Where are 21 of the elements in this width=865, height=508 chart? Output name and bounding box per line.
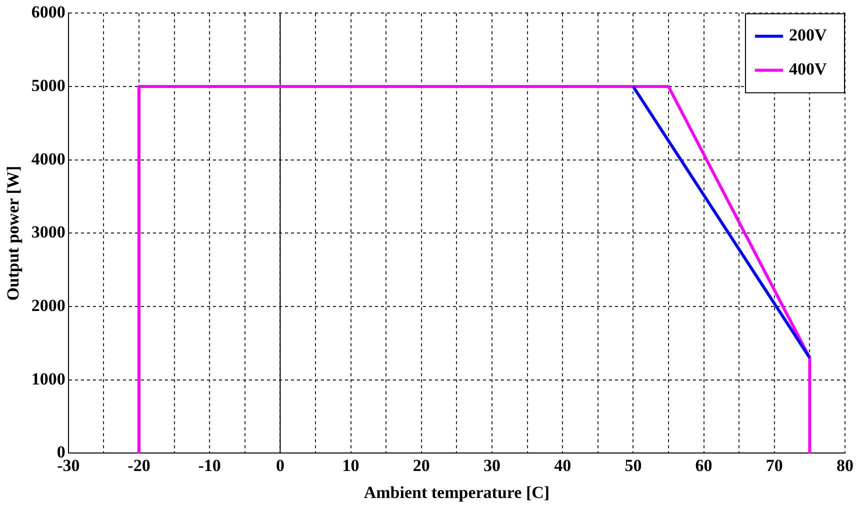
x-tick-label: 70 [766, 456, 783, 475]
legend-label: 200V [789, 26, 828, 45]
y-tick-label: 6000 [31, 2, 66, 22]
x-tick-label: 0 [276, 456, 284, 475]
y-tick-label: 4000 [31, 149, 66, 168]
x-tick-label: 80 [836, 456, 854, 475]
y-tick-label: 3000 [31, 222, 66, 242]
x-tick-label: 10 [342, 456, 360, 475]
y-tick-label: 5000 [31, 76, 66, 95]
y-tick-label: 2000 [31, 296, 66, 315]
x-axis-title: Ambient temperature [C] [364, 483, 550, 502]
x-tick-label: 50 [624, 456, 642, 475]
x-tick-label: -10 [198, 456, 221, 475]
x-tick-label: 40 [554, 456, 572, 475]
x-tick-label: 30 [484, 456, 500, 475]
y-tick-label: 1000 [31, 369, 66, 388]
x-tick-label: -20 [128, 456, 150, 475]
legend-label: 400V [789, 60, 828, 79]
y-axis-title: Output power [W] [4, 166, 23, 301]
x-tick-label: 60 [695, 456, 712, 475]
x-tick-label: 20 [412, 456, 430, 475]
